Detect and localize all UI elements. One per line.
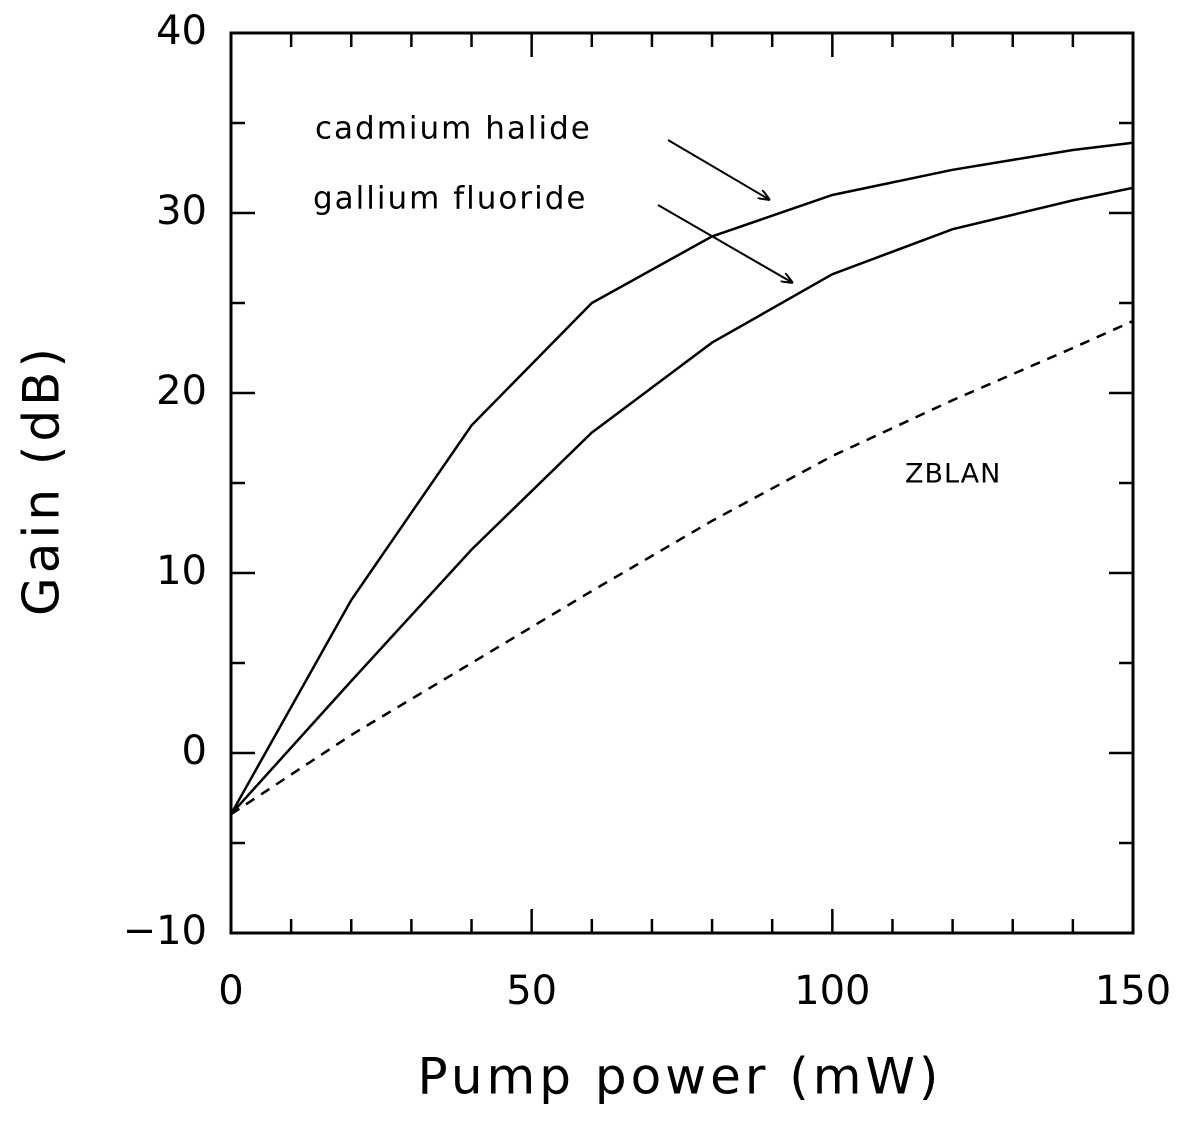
- y-tick-label: 10: [156, 548, 207, 594]
- series-line: [229, 141, 1134, 815]
- annotation-arrow: [657, 204, 793, 283]
- annotation-arrow: [667, 139, 770, 200]
- series-line: [230, 186, 1134, 816]
- series-line: [230, 319, 1134, 816]
- series-label: gallium fluoride: [313, 181, 587, 217]
- y-axis-label: Gain (dB): [13, 344, 71, 616]
- y-tick-label: −10: [123, 908, 207, 954]
- x-axis-label: Pump power (mW): [418, 1048, 943, 1106]
- x-tick-label: 0: [218, 968, 243, 1014]
- x-tick-label: 150: [1095, 968, 1171, 1014]
- y-tick-label: 0: [182, 728, 207, 774]
- y-tick-label: 40: [156, 8, 207, 54]
- x-tick-label: 50: [506, 968, 557, 1014]
- x-tick-label: 100: [794, 968, 870, 1014]
- y-tick-label: 20: [156, 368, 207, 414]
- y-tick-label: 30: [156, 188, 207, 234]
- series-label: ZBLAN: [905, 459, 1001, 490]
- series-label: cadmium halide: [315, 111, 592, 147]
